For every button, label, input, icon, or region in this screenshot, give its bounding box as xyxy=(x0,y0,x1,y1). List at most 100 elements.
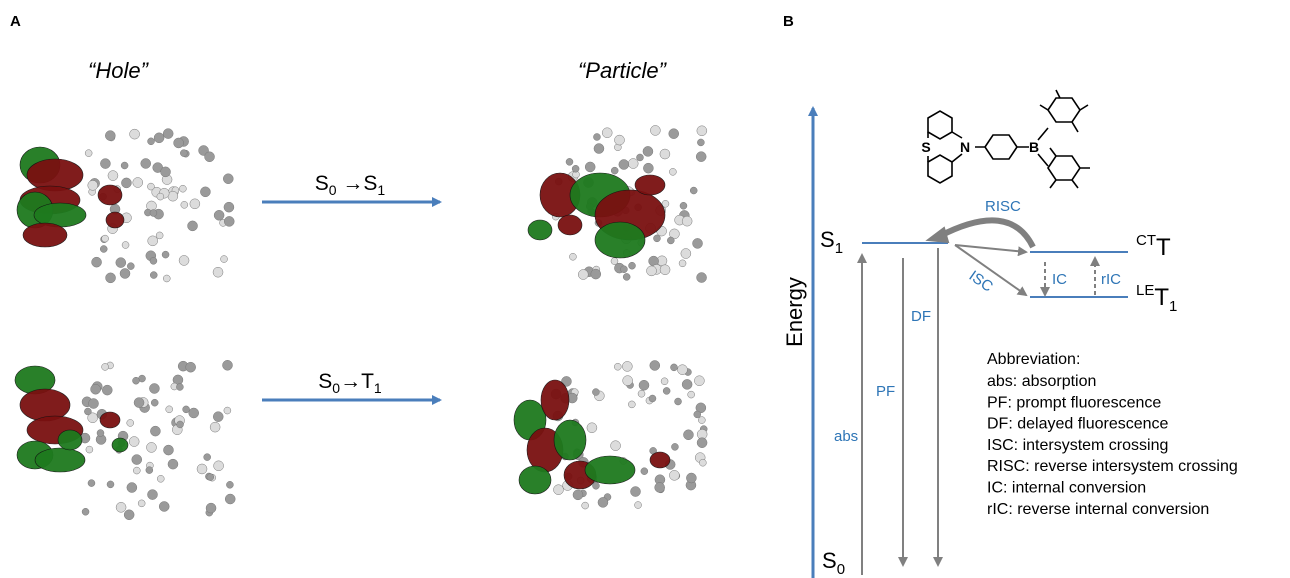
atom-ball xyxy=(693,410,702,419)
atom-ball xyxy=(649,360,661,371)
atom-ball xyxy=(173,137,184,149)
atom-ball xyxy=(569,253,577,261)
orbital-lobe xyxy=(34,447,86,473)
atom-ball xyxy=(565,158,574,166)
atom-ball xyxy=(126,482,138,493)
atom-ball xyxy=(107,170,119,181)
atom-ball xyxy=(620,265,628,273)
atom-ball xyxy=(687,390,695,399)
atom-ball xyxy=(679,202,688,210)
abbreviation-item: ISC: intersystem crossing xyxy=(987,437,1168,454)
atom-ball xyxy=(667,236,675,245)
atom-ball xyxy=(212,411,224,422)
atom-ball xyxy=(105,130,116,141)
atom-ball xyxy=(196,463,208,475)
atom-ball xyxy=(147,137,155,146)
arrow-label: PF xyxy=(876,383,895,400)
atom-ball xyxy=(140,158,151,169)
atom-ball xyxy=(180,201,189,209)
atom-ball xyxy=(653,234,661,243)
arrow-label: RISC xyxy=(985,198,1021,215)
atom-ball xyxy=(87,479,96,487)
atom-ball xyxy=(153,132,165,144)
arrow-label: IC xyxy=(1052,271,1067,288)
atom-ball xyxy=(133,466,141,475)
atom-ball xyxy=(179,184,187,193)
atom-ball xyxy=(213,460,224,472)
atom-ball xyxy=(158,501,170,512)
atom-ball xyxy=(200,186,211,198)
atom-ball xyxy=(553,484,564,495)
atom-ball xyxy=(150,425,161,437)
atom-ball xyxy=(126,419,134,427)
atom-ball xyxy=(131,454,143,465)
atom-ball xyxy=(213,210,225,221)
atom-ball xyxy=(220,255,228,263)
atom-ball xyxy=(223,406,232,415)
atom-ball xyxy=(662,387,671,395)
atom-ball xyxy=(680,248,692,259)
atom-ball xyxy=(176,383,184,391)
atom-ball xyxy=(189,198,201,210)
atom-ball xyxy=(106,480,115,489)
atom-ball xyxy=(697,138,705,147)
atom-ball xyxy=(146,442,157,453)
atom-ball xyxy=(628,400,636,409)
atom-ball xyxy=(692,238,703,249)
atom-ball xyxy=(597,497,609,508)
orbital-lobe xyxy=(105,211,125,229)
atom-ball xyxy=(150,271,158,279)
atom-ball xyxy=(696,272,707,283)
atom-ball xyxy=(592,482,600,490)
atom-ball xyxy=(167,458,179,470)
atom: S xyxy=(921,139,930,155)
atom-ball xyxy=(91,256,102,268)
abbreviation-item: rIC: reverse internal conversion xyxy=(987,501,1209,518)
transition-label: S0 →S1 xyxy=(315,172,386,198)
atom-ball xyxy=(223,201,235,213)
hole-title: “Hole” xyxy=(88,58,150,83)
atom-ball xyxy=(614,134,625,146)
orbital-images xyxy=(14,125,708,521)
state-label: S1 xyxy=(820,227,843,257)
atom-ball xyxy=(84,407,92,416)
atom-ball xyxy=(137,499,146,508)
atom-ball xyxy=(681,379,693,390)
atom-ball xyxy=(630,486,641,497)
atom-ball xyxy=(147,489,158,500)
atom-ball xyxy=(132,177,144,188)
atom-ball xyxy=(115,502,127,513)
atom-ball xyxy=(669,470,680,481)
atom: N xyxy=(960,139,970,155)
atom-ball xyxy=(147,235,158,247)
abbreviation-item: IC: internal conversion xyxy=(987,480,1146,497)
atom-ball xyxy=(686,472,697,484)
atom-ball xyxy=(88,398,99,409)
atom-ball xyxy=(696,125,708,137)
orbital-lobe xyxy=(553,419,587,461)
atom-ball xyxy=(127,262,135,270)
atom-ball xyxy=(610,440,621,451)
atom-ball xyxy=(699,458,707,467)
orbital-lobe xyxy=(527,219,553,241)
atom-ball xyxy=(85,445,94,454)
atom-ball xyxy=(627,158,639,169)
atom-ball xyxy=(163,444,174,456)
atom-ball xyxy=(105,272,116,284)
atom-ball xyxy=(694,375,705,386)
atom-ball xyxy=(176,420,184,429)
atom-ball xyxy=(642,146,654,157)
transition-label: S0→T1 xyxy=(318,370,382,396)
abbreviation-item: abs: absorption xyxy=(987,373,1096,390)
atom-ball xyxy=(182,405,190,414)
atom-ball xyxy=(671,443,679,451)
structure xyxy=(927,89,1090,189)
atom-ball xyxy=(149,209,158,217)
state-label: LET1 xyxy=(1136,282,1177,315)
atom-ball xyxy=(223,173,234,184)
atom-ball xyxy=(618,159,630,170)
transitions xyxy=(857,217,1100,575)
atom-ball xyxy=(584,161,596,173)
atom-ball xyxy=(648,394,657,403)
atom-ball xyxy=(206,473,215,481)
